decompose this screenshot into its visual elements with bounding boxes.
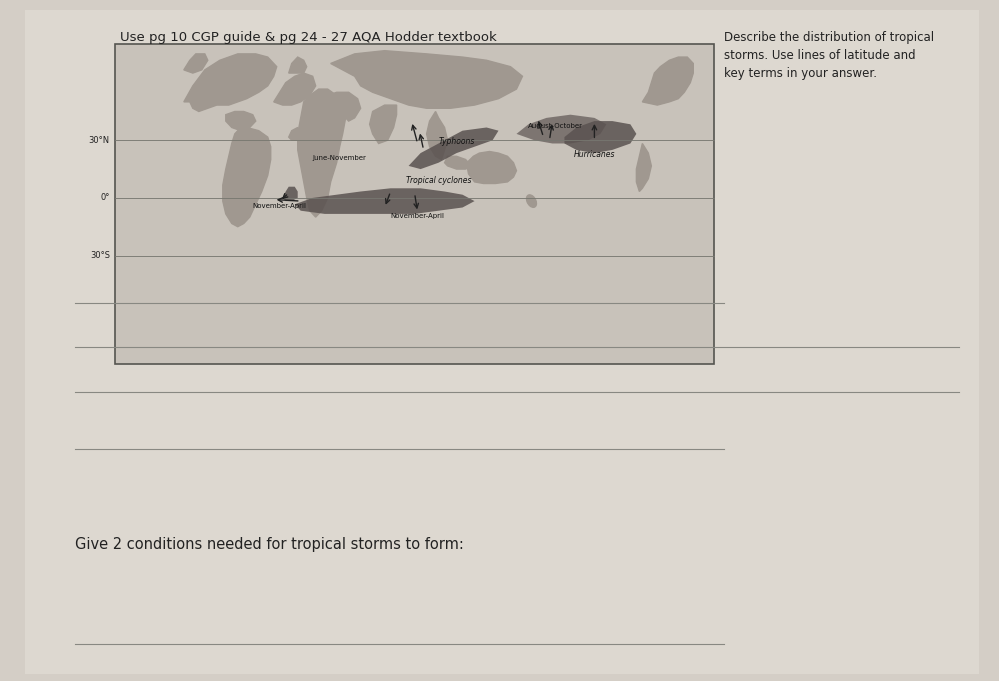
Polygon shape — [289, 57, 307, 73]
Polygon shape — [468, 151, 516, 183]
Polygon shape — [289, 127, 301, 140]
Text: 30°S: 30°S — [90, 251, 110, 260]
Polygon shape — [636, 144, 651, 191]
Ellipse shape — [526, 195, 536, 207]
Polygon shape — [472, 159, 490, 169]
Text: Describe the distribution of tropical
storms. Use lines of latitude and
key term: Describe the distribution of tropical st… — [724, 31, 934, 80]
Text: Tropical cyclones: Tropical cyclones — [406, 176, 472, 185]
Polygon shape — [184, 54, 208, 73]
Text: Hurricanes: Hurricanes — [573, 151, 615, 159]
Polygon shape — [226, 112, 256, 131]
Polygon shape — [184, 54, 277, 112]
Polygon shape — [331, 50, 522, 108]
Polygon shape — [298, 89, 346, 217]
Polygon shape — [516, 114, 606, 144]
Polygon shape — [370, 105, 397, 144]
Bar — [115, 44, 714, 364]
Text: June-November: June-November — [313, 155, 367, 161]
Polygon shape — [564, 121, 636, 153]
Text: August-October: August-October — [527, 123, 583, 129]
Polygon shape — [223, 127, 271, 227]
Text: November-April: November-April — [253, 203, 307, 209]
Text: Give 2 conditions needed for tropical storms to form:: Give 2 conditions needed for tropical st… — [75, 537, 464, 552]
Text: 0°: 0° — [101, 193, 110, 202]
Text: 30°N: 30°N — [89, 136, 110, 145]
Polygon shape — [445, 157, 472, 169]
Polygon shape — [427, 112, 448, 159]
Text: Typhoons: Typhoons — [439, 138, 475, 146]
Polygon shape — [642, 57, 693, 105]
Polygon shape — [283, 187, 298, 201]
Polygon shape — [328, 92, 361, 121]
Polygon shape — [274, 73, 316, 105]
Text: Use pg 10 CGP guide & pg 24 - 27 AQA Hodder textbook: Use pg 10 CGP guide & pg 24 - 27 AQA Hod… — [120, 31, 497, 44]
Polygon shape — [409, 127, 499, 169]
Text: November-April: November-April — [391, 212, 445, 219]
Polygon shape — [295, 188, 475, 214]
